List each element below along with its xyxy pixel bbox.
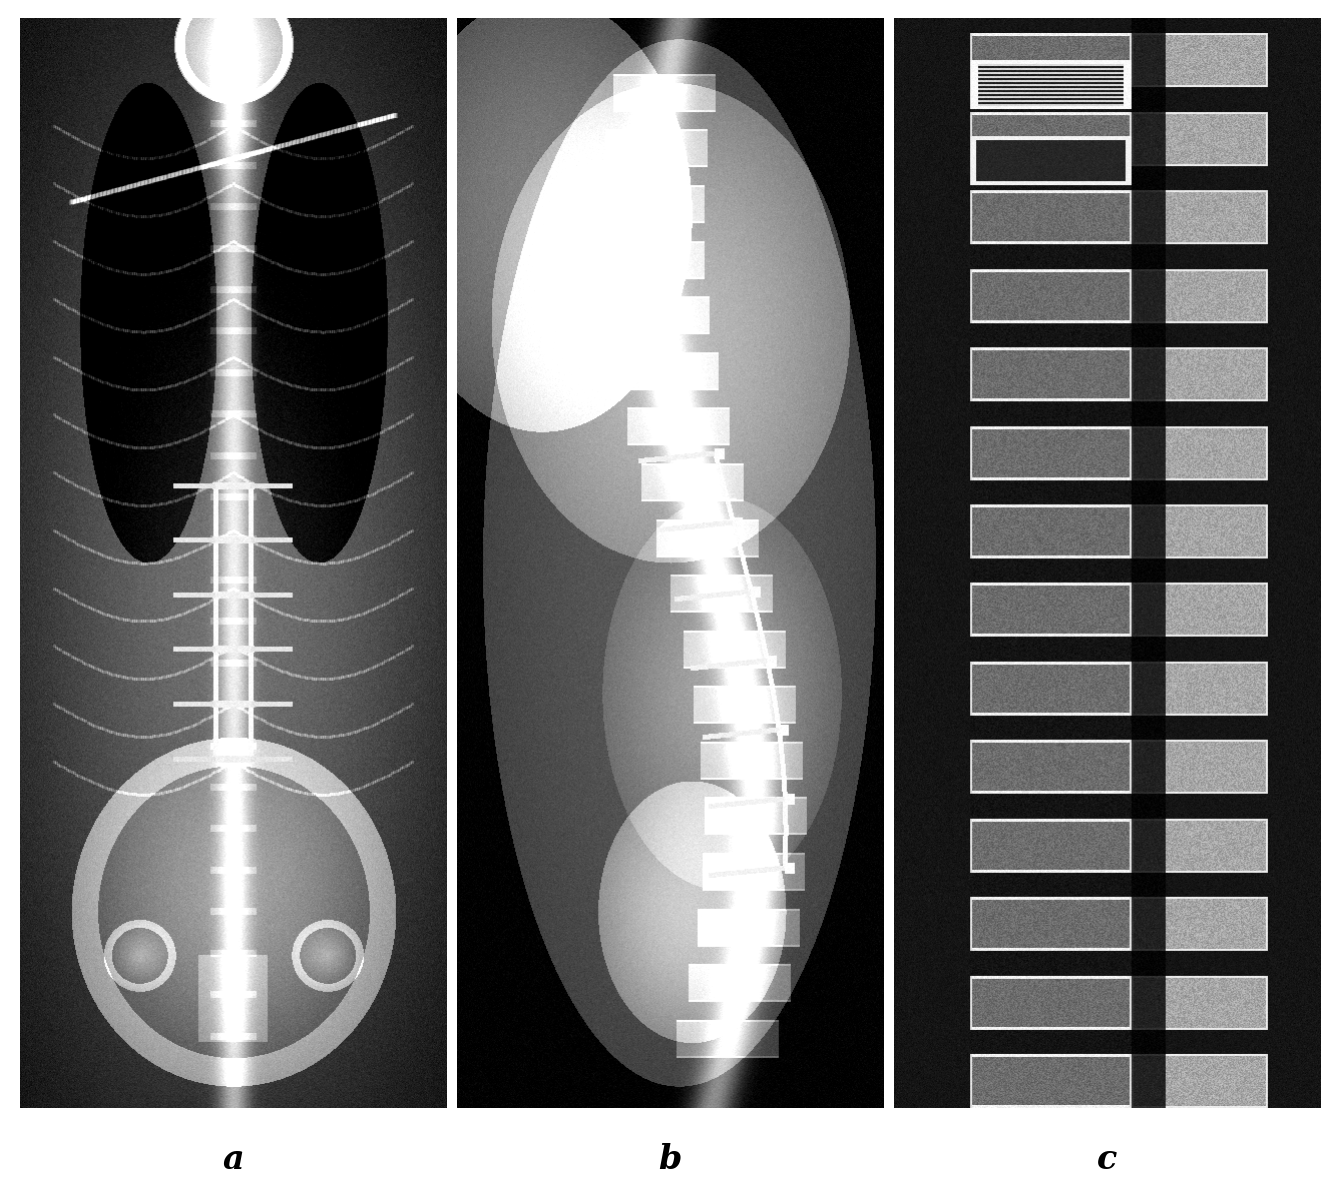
Text: a: a [222, 1143, 244, 1176]
Text: c: c [1096, 1143, 1118, 1176]
Text: b: b [658, 1143, 682, 1176]
